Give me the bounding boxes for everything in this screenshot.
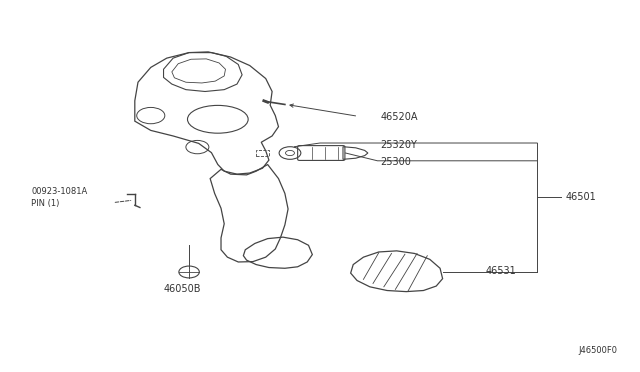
Text: 25300: 25300 (381, 157, 412, 167)
Text: 00923-1081A
PIN (1): 00923-1081A PIN (1) (31, 187, 88, 208)
Text: 25320Y: 25320Y (381, 140, 417, 150)
Text: 46501: 46501 (566, 192, 596, 202)
Text: 46520A: 46520A (381, 112, 418, 122)
Text: 46050B: 46050B (164, 284, 202, 294)
Text: 46531: 46531 (486, 266, 516, 276)
Text: J46500F0: J46500F0 (578, 346, 617, 355)
